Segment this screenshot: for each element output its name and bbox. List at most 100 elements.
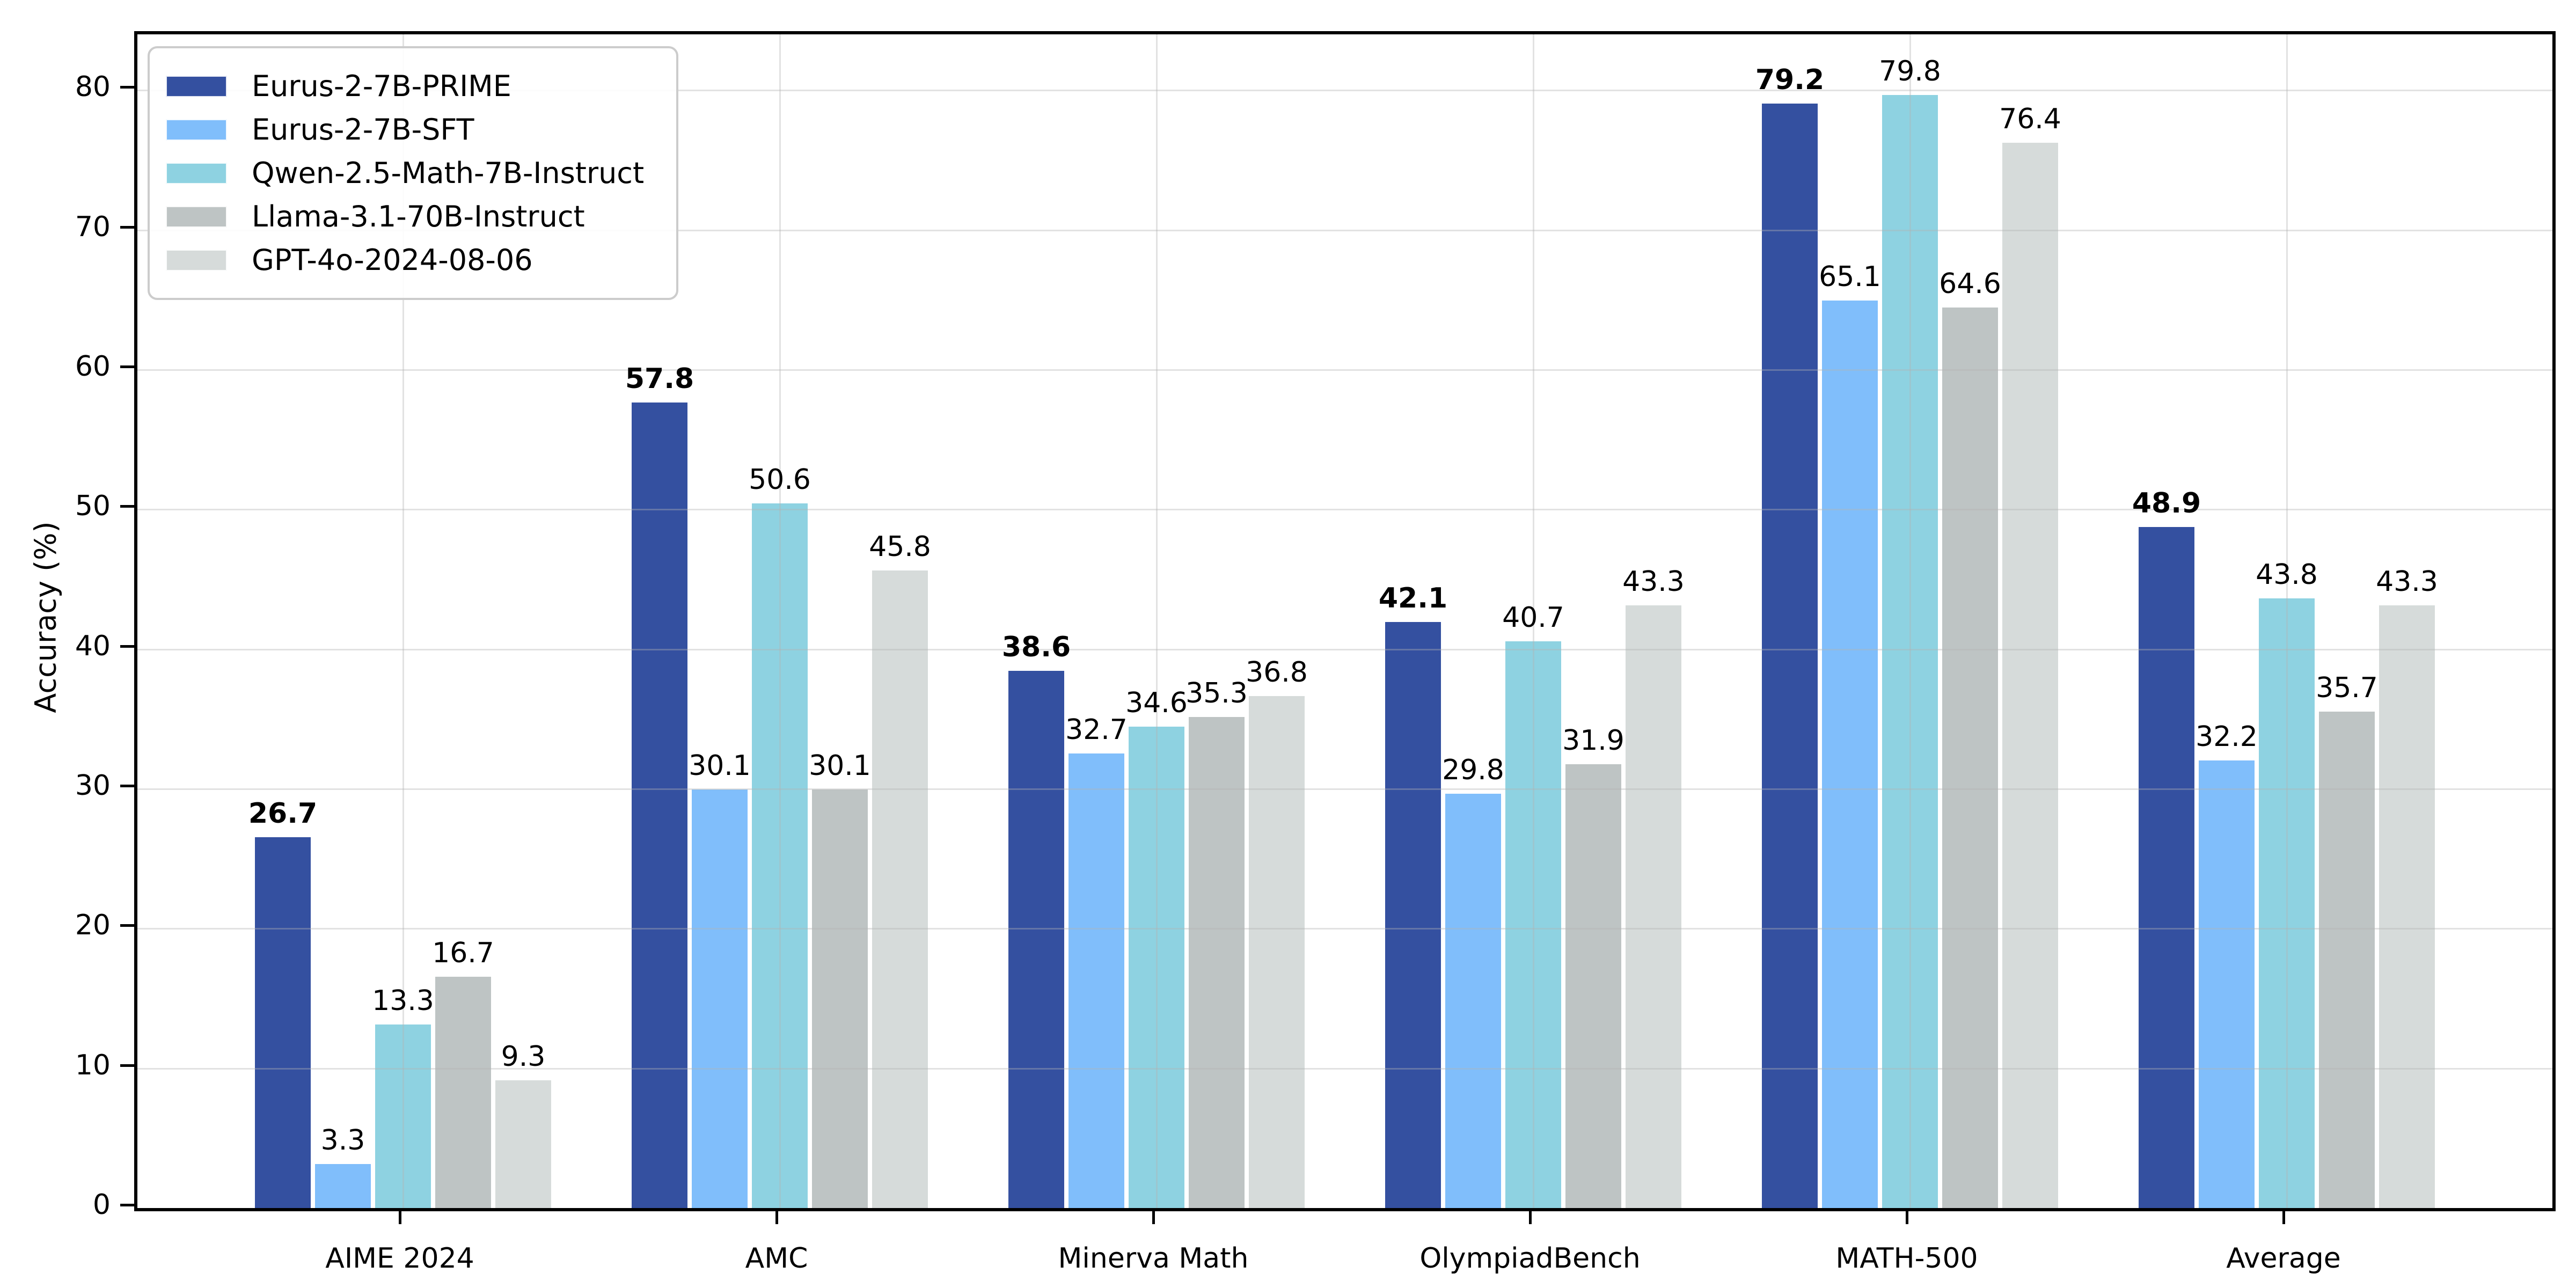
gridline-vertical bbox=[779, 34, 781, 1208]
y-tick-label: 10 bbox=[75, 1049, 111, 1081]
bar bbox=[1126, 724, 1187, 1208]
y-tick-label: 60 bbox=[75, 350, 111, 383]
x-tick-label: Average bbox=[2226, 1242, 2341, 1275]
bar-value-label: 16.7 bbox=[432, 937, 494, 970]
bar bbox=[1006, 669, 1066, 1208]
bar bbox=[690, 787, 750, 1208]
bar bbox=[1383, 619, 1443, 1208]
gridline-horizontal bbox=[137, 1067, 2552, 1070]
bar bbox=[1563, 762, 1623, 1208]
y-tick bbox=[120, 505, 134, 508]
bar bbox=[1623, 603, 1684, 1208]
bar bbox=[1880, 93, 1940, 1208]
y-axis-title: Accuracy (%) bbox=[28, 521, 63, 713]
bar bbox=[253, 835, 313, 1208]
gridline-horizontal bbox=[137, 788, 2552, 790]
bar bbox=[2000, 140, 2060, 1208]
y-tick bbox=[120, 645, 134, 648]
x-tick bbox=[1152, 1208, 1155, 1224]
y-tick bbox=[120, 225, 134, 229]
y-tick bbox=[120, 1064, 134, 1067]
legend-swatch bbox=[166, 206, 227, 228]
bar-value-label: 42.1 bbox=[1378, 582, 1448, 614]
x-tick bbox=[1906, 1208, 1908, 1224]
legend-item: Eurus-2-7B-PRIME bbox=[166, 64, 644, 108]
bar bbox=[1247, 693, 1307, 1208]
bar bbox=[1503, 639, 1563, 1208]
legend-swatch bbox=[166, 119, 227, 141]
gridline-horizontal bbox=[137, 509, 2552, 511]
x-tick-label: AMC bbox=[745, 1242, 808, 1275]
bar bbox=[1940, 305, 2000, 1208]
bar bbox=[1443, 792, 1503, 1208]
bar bbox=[2136, 524, 2197, 1208]
y-tick-label: 70 bbox=[75, 210, 111, 243]
x-tick-label: AIME 2024 bbox=[325, 1242, 474, 1275]
gridline-horizontal bbox=[137, 648, 2552, 650]
gridline-horizontal bbox=[137, 90, 2552, 92]
gridline-vertical bbox=[2286, 34, 2288, 1208]
x-tick bbox=[399, 1208, 401, 1224]
plot-area: 26.7 3.3 13.3 16.7 9.3 57.8 30.1 50.6 30.1 45.8 38… bbox=[134, 31, 2556, 1211]
legend-swatch bbox=[166, 75, 227, 97]
bar-value-label: 79.8 bbox=[1879, 55, 1941, 88]
bar-value-label: 3.3 bbox=[320, 1124, 365, 1157]
bar-value-label: 79.2 bbox=[1755, 63, 1825, 96]
y-tick-label: 20 bbox=[75, 909, 111, 942]
gridline-vertical bbox=[402, 34, 404, 1208]
bar-value-label: 26.7 bbox=[248, 797, 318, 830]
bar-value-label: 30.1 bbox=[809, 750, 871, 782]
x-tick bbox=[775, 1208, 778, 1224]
bar-value-label: 32.2 bbox=[2196, 720, 2258, 753]
bar-value-label: 34.6 bbox=[1125, 687, 1188, 720]
bar bbox=[870, 568, 930, 1208]
y-tick bbox=[120, 86, 134, 89]
y-tick bbox=[120, 1204, 134, 1206]
bar bbox=[2257, 596, 2317, 1208]
x-tick-label: Minerva Math bbox=[1058, 1242, 1249, 1275]
bar bbox=[433, 975, 493, 1208]
y-tick-label: 50 bbox=[75, 490, 111, 523]
x-tick-label: OlympiadBench bbox=[1419, 1242, 1641, 1275]
bar-value-label: 36.8 bbox=[1246, 656, 1308, 689]
bar-value-label: 38.6 bbox=[1001, 631, 1071, 664]
bar-value-label: 65.1 bbox=[1819, 261, 1881, 294]
gridline-horizontal bbox=[137, 928, 2552, 930]
bar-value-label: 43.8 bbox=[2256, 558, 2318, 591]
gridline-vertical bbox=[1533, 34, 1534, 1208]
bar bbox=[2317, 709, 2377, 1208]
x-tick bbox=[1529, 1208, 1532, 1224]
bar-value-label: 57.8 bbox=[625, 363, 694, 396]
bar-value-label: 13.3 bbox=[372, 984, 434, 1017]
legend-label: Llama-3.1-70B-Instruct bbox=[252, 200, 585, 233]
bar bbox=[373, 1022, 433, 1208]
gridline-horizontal bbox=[137, 229, 2552, 231]
bar bbox=[493, 1078, 553, 1208]
y-tick bbox=[120, 924, 134, 927]
bar-value-label: 35.7 bbox=[2316, 671, 2378, 704]
bar bbox=[1066, 751, 1126, 1208]
bar-value-label: 43.3 bbox=[2376, 565, 2438, 598]
bar-value-label: 48.9 bbox=[2132, 487, 2201, 519]
bar bbox=[2197, 758, 2257, 1208]
bar-value-label: 31.9 bbox=[1562, 724, 1624, 757]
gridline-vertical bbox=[1909, 34, 1911, 1208]
bar-value-label: 76.4 bbox=[1999, 103, 2061, 135]
bar-value-label: 40.7 bbox=[1502, 602, 1564, 634]
y-tick-label: 40 bbox=[75, 630, 111, 662]
bar bbox=[1820, 298, 1880, 1208]
x-tick-label: MATH-500 bbox=[1835, 1242, 1978, 1275]
bar-value-label: 50.6 bbox=[749, 463, 811, 496]
y-tick-label: 0 bbox=[92, 1189, 111, 1221]
bar-value-label: 43.3 bbox=[1622, 565, 1685, 598]
bar-value-label: 9.3 bbox=[501, 1040, 546, 1073]
y-tick bbox=[120, 784, 134, 787]
legend-label: Eurus-2-7B-SFT bbox=[252, 113, 474, 147]
gridline-horizontal bbox=[137, 369, 2552, 371]
legend: Eurus-2-7B-PRIME Eurus-2-7B-SFT Qwen-2.5-M… bbox=[148, 46, 679, 300]
legend-label: GPT-4o-2024-08-06 bbox=[252, 243, 533, 277]
legend-item: Qwen-2.5-Math-7B-Instruct bbox=[166, 151, 644, 195]
legend-swatch bbox=[166, 249, 227, 271]
y-tick bbox=[120, 365, 134, 368]
